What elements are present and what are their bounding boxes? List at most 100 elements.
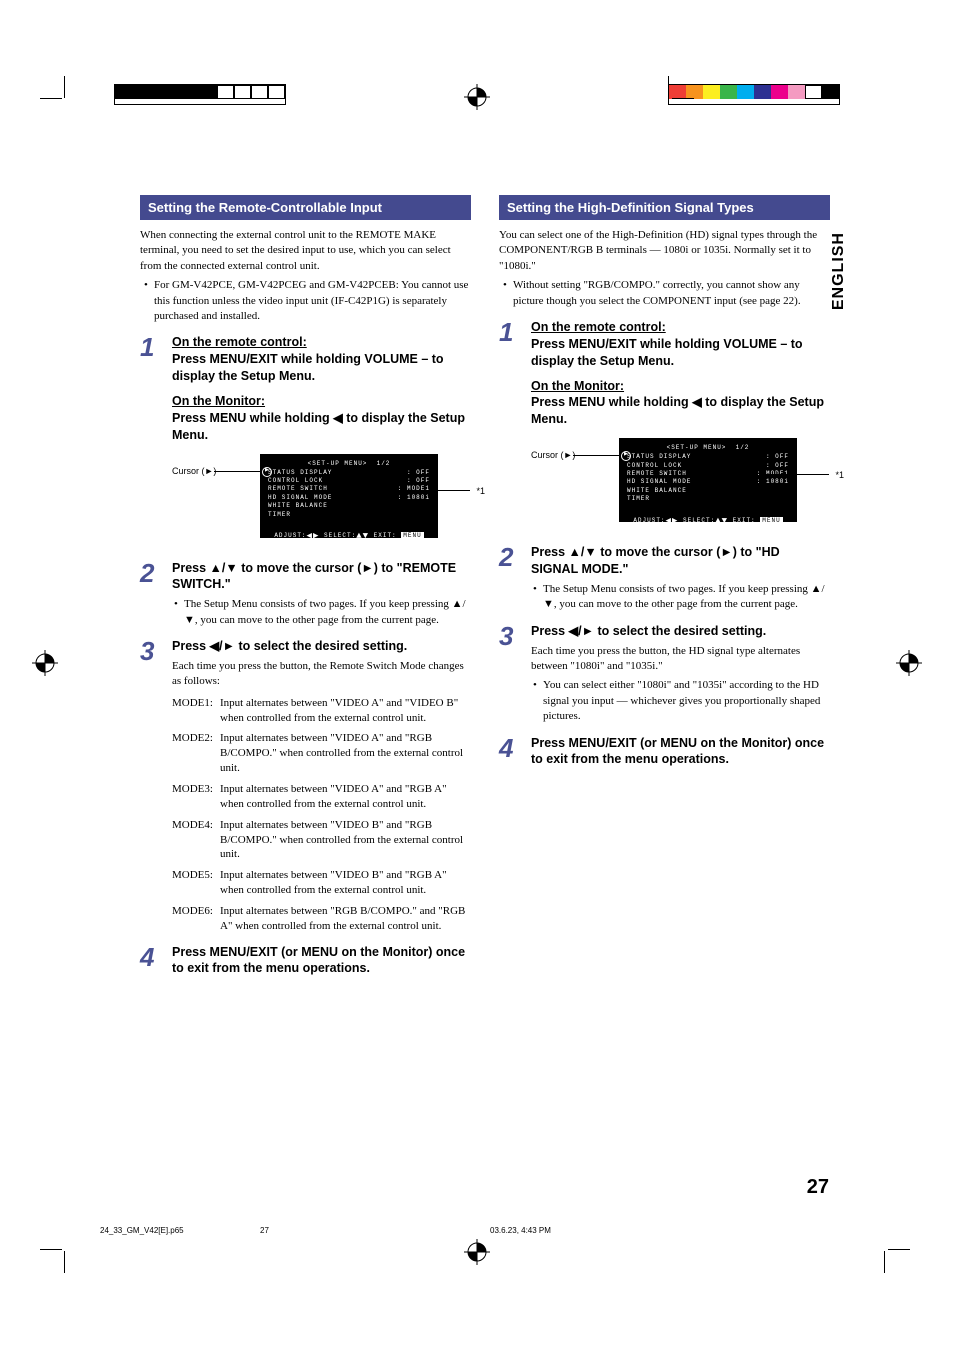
step-number: 1 [499,319,521,534]
step-number: 3 [140,638,162,933]
registration-target-icon [464,1239,490,1270]
page-content: Setting the Remote-Controllable Input Wh… [140,195,830,977]
menu-row: STATUS DISPLAY: OFF [627,453,789,461]
menu-footer: ADJUST:◀▶ SELECT:▲▼ EXIT: MENU [627,516,789,526]
mode-row: MODE3:Input alternates between "VIDEO A"… [172,782,471,812]
leader-line [573,455,623,456]
step-number: 2 [499,544,521,613]
mode-row: MODE5:Input alternates between "VIDEO B"… [172,868,471,898]
step-title: Press ▲/▼ to move the cursor (►) to "REM… [172,560,471,594]
section-header-remote: Setting the Remote-Controllable Input [140,195,471,220]
step-text: Press MENU/EXIT while holding VOLUME – t… [172,352,444,383]
menu-row: WHITE BALANCE [627,487,789,495]
step-number: 2 [140,560,162,629]
step-number: 4 [140,944,162,978]
intro-bullet: For GM-V42PCE, GM-V42PCEG and GM-V42PCEB… [140,278,471,324]
footnote-ref: *1 [476,486,485,496]
registration-target-right-icon [896,650,922,681]
step-title: Press ◀/► to select the desired setting. [531,623,830,640]
leader-line [404,490,470,491]
step-bullet: You can select either "1080i" and "1035i… [531,678,830,724]
menu-row: HD SIGNAL MODE: 1080i [268,494,430,502]
step-text: Press MENU/EXIT while holding VOLUME – t… [531,337,803,368]
crop-mark-top-right [668,84,914,119]
step-1: 1 On the remote control: Press MENU/EXIT… [499,319,830,534]
menu-row: CONTROL LOCK: OFF [268,477,430,485]
menu-row: WHITE BALANCE [268,502,430,510]
step-title: On the remote control: Press MENU/EXIT w… [172,334,471,385]
top-registration-marks [0,84,954,114]
section-header-hd: Setting the High-Definition Signal Types [499,195,830,220]
step-title: Press MENU/EXIT (or MENU on the Monitor)… [172,944,471,978]
mode-row: MODE2:Input alternates between "VIDEO A"… [172,731,471,776]
step-title: Press ▲/▼ to move the cursor (►) to "HD … [531,544,830,578]
step-subhead: On the remote control: [172,335,307,349]
step-2: 2 Press ▲/▼ to move the cursor (►) to "H… [499,544,830,613]
intro-text: You can select one of the High-Definitio… [499,228,830,274]
step-3: 3 Press ◀/► to select the desired settin… [499,623,830,725]
step-title-monitor: On the Monitor: Press MENU while holding… [172,393,471,444]
step-4: 4 Press MENU/EXIT (or MENU on the Monito… [499,735,830,769]
step-subhead: On the Monitor: [531,379,624,393]
bottom-registration-marks [0,1239,954,1269]
registration-target-left-icon [32,650,58,681]
step-3: 3 Press ◀/► to select the desired settin… [140,638,471,933]
step-bullet: The Setup Menu consists of two pages. If… [531,582,830,613]
menu-row: HD SIGNAL MODE: 1080i [627,478,789,486]
language-tab: ENGLISH [830,232,848,310]
color-bar [668,84,840,105]
step-title: On the remote control: Press MENU/EXIT w… [531,319,830,370]
cursor-label: Cursor (►) [531,450,575,460]
menu-title: <SET-UP MENU> 1/2 [268,460,430,467]
menu-row: CONTROL LOCK: OFF [627,462,789,470]
print-footer: 24_33_GM_V42[E].p65 27 03.6.23, 4:43 PM [100,1226,860,1235]
crop-mark-bottom-right [884,1239,914,1274]
step-title: Press MENU/EXIT (or MENU on the Monitor)… [531,735,830,769]
footer-timestamp: 03.6.23, 4:43 PM [490,1226,860,1235]
step-number: 3 [499,623,521,725]
menu-screen: <SET-UP MENU> 1/2 STATUS DISPLAY: OFFCON… [619,438,797,522]
footnote-ref: *1 [835,470,844,480]
step-text: Press MENU while holding ◀ to display th… [531,395,824,426]
footer-filename: 24_33_GM_V42[E].p65 [100,1226,260,1235]
step-number: 1 [140,334,162,549]
intro-bullet: Without setting "RGB/COMPO." correctly, … [499,278,830,309]
cursor-pointer-icon [262,467,272,477]
intro-text: When connecting the external control uni… [140,228,471,274]
leader-line [763,474,829,475]
step-title: Press ◀/► to select the desired setting. [172,638,471,655]
setup-menu-diagram: Cursor (►) <SET-UP MENU> 1/2 STATUS DISP… [531,438,830,530]
step-subhead: On the remote control: [531,320,666,334]
step-title-monitor: On the Monitor: Press MENU while holding… [531,378,830,429]
setup-menu-diagram: Cursor (►) <SET-UP MENU> 1/2 STATUS DISP… [172,454,471,546]
step-1: 1 On the remote control: Press MENU/EXIT… [140,334,471,549]
mode-row: MODE6:Input alternates between "RGB B/CO… [172,904,471,934]
step-text: Press MENU while holding ◀ to display th… [172,411,465,442]
registration-target-icon [464,84,490,115]
menu-row: TIMER [268,511,430,519]
cursor-label: Cursor (►) [172,466,216,476]
leader-line [214,471,264,472]
step-bullet: The Setup Menu consists of two pages. If… [172,597,471,628]
step-number: 4 [499,735,521,769]
footer-pagenum: 27 [260,1226,490,1235]
step-2: 2 Press ▲/▼ to move the cursor (►) to "R… [140,560,471,629]
menu-row: STATUS DISPLAY: OFF [268,469,430,477]
menu-title: <SET-UP MENU> 1/2 [627,444,789,451]
step-subtext: Each time you press the button, the Remo… [172,659,471,690]
menu-footer: ADJUST:◀▶ SELECT:▲▼ EXIT: MENU [268,531,430,541]
mode-row: MODE1:Input alternates between "VIDEO A"… [172,696,471,726]
grayscale-bar [114,84,286,105]
page-number: 27 [807,1176,829,1199]
crop-mark-top-left [40,84,286,119]
crop-mark-bottom-left [40,1239,70,1274]
step-subtext: Each time you press the button, the HD s… [531,644,830,675]
menu-row: TIMER [627,495,789,503]
modes-list: MODE1:Input alternates between "VIDEO A"… [172,696,471,934]
left-column: Setting the Remote-Controllable Input Wh… [140,195,471,977]
menu-screen: <SET-UP MENU> 1/2 STATUS DISPLAY: OFFCON… [260,454,438,538]
step-4: 4 Press MENU/EXIT (or MENU on the Monito… [140,944,471,978]
step-subhead: On the Monitor: [172,394,265,408]
right-column: Setting the High-Definition Signal Types… [499,195,830,977]
mode-row: MODE4:Input alternates between "VIDEO B"… [172,818,471,863]
